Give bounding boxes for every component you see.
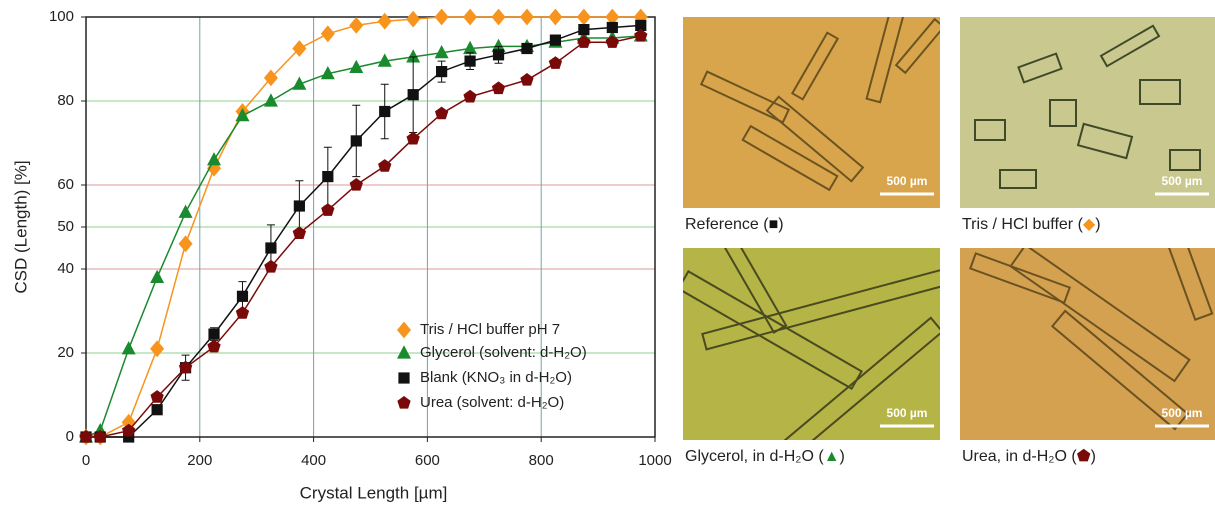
x-tick-label: 1000 [638,452,671,469]
data-point [550,35,561,46]
panel-caption: Urea, in d-H₂O (⬟) [962,448,1096,465]
caption-part: Glycerol, in d-H₂O ( [685,448,824,465]
data-point [578,24,589,35]
scale-bar-label: 500 µm [887,174,928,188]
caption-part: ) [1095,216,1100,233]
scale-bar-label: 500 µm [887,406,928,420]
data-point [493,49,504,60]
y-tick-label: 20 [57,344,74,361]
data-point [122,341,136,354]
legend-marker [397,396,410,409]
data-point [378,13,392,30]
figure: 0204050608010002004006008001000Crystal L… [0,0,1215,507]
panel-caption: Tris / HCl buffer (◆) [962,216,1101,233]
data-point [321,25,335,42]
y-tick-label: 50 [57,218,74,235]
legend-label: Urea (solvent: d-H₂O) [420,394,564,411]
data-point [436,66,447,77]
caption-part: ■ [769,216,779,233]
data-point [379,106,390,117]
data-point [349,17,363,34]
data-point [179,235,193,252]
data-point [179,205,193,218]
caption-part: Reference ( [685,216,769,233]
x-tick-label: 800 [529,452,554,469]
data-point [577,9,591,26]
x-tick-label: 400 [301,452,326,469]
y-axis-label: CSD (Length) [%] [11,160,30,293]
data-point [264,93,278,106]
data-point [237,291,248,302]
caption-part: ) [840,448,845,465]
x-tick-label: 200 [187,452,212,469]
data-point [463,9,477,26]
y-tick-label: 80 [57,92,74,109]
scale-bar-label: 500 µm [1162,406,1203,420]
data-point [463,90,476,103]
data-point [150,270,164,283]
data-point [408,89,419,100]
data-point [294,200,305,211]
legend-marker [397,345,411,358]
data-point [322,171,333,182]
x-tick-label: 0 [82,452,90,469]
scale-bar-label: 500 µm [1162,174,1203,188]
y-tick-label: 40 [57,260,74,277]
legend-marker [398,372,409,383]
data-point [406,11,420,28]
legend-label: Blank (KNO₃ in d-H₂O) [420,369,572,386]
data-point [435,107,448,120]
data-point [577,35,590,48]
micrograph [678,222,957,461]
caption-part: ) [1091,448,1096,465]
data-point [549,56,562,69]
caption-part: ◆ [1083,216,1096,233]
data-point [520,9,534,26]
y-tick-label: 0 [66,428,74,445]
caption-part: Tris / HCl buffer ( [962,216,1084,233]
y-tick-label: 100 [49,8,74,25]
caption-part: ⬟ [1077,448,1091,465]
data-point [152,404,163,415]
data-point [520,73,533,86]
data-point [492,81,505,94]
caption-part: ▲ [824,448,840,465]
data-point [492,9,506,26]
x-axis-label: Crystal Length [µm] [300,483,448,502]
data-point [236,306,249,319]
legend-label: Glycerol (solvent: d-H₂O) [420,344,587,361]
data-point [293,226,306,239]
data-point [351,135,362,146]
caption-part: ) [778,216,783,233]
legend-marker [397,322,411,339]
y-tick-label: 60 [57,176,74,193]
caption-part: Urea, in d-H₂O ( [962,448,1077,465]
data-point [521,43,532,54]
data-point [464,56,475,67]
data-point [265,242,276,253]
panel-caption: Glycerol, in d-H₂O (▲) [685,448,845,465]
data-point [208,329,219,340]
data-point [350,178,363,191]
data-point [607,22,618,33]
legend-label: Tris / HCl buffer pH 7 [420,321,560,338]
data-point [435,9,449,26]
data-point [150,340,164,357]
data-point [548,9,562,26]
x-tick-label: 600 [415,452,440,469]
panel-caption: Reference (■) [685,216,784,233]
